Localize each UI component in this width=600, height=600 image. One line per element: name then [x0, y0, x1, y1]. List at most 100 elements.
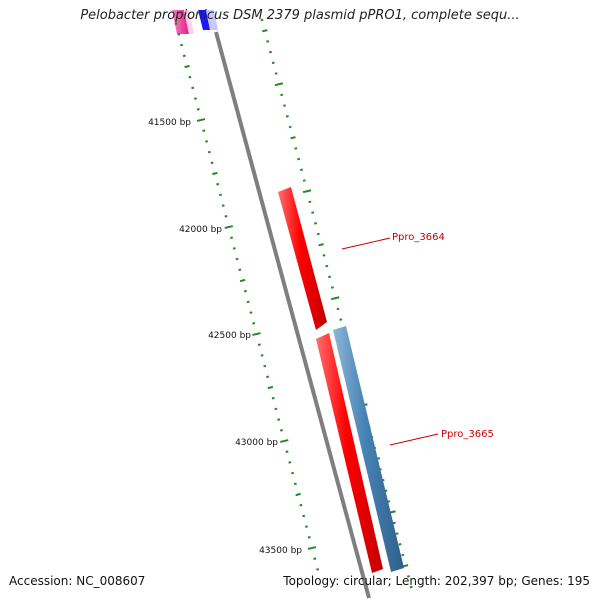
- ruler-outer-minor-tick: [280, 93, 284, 97]
- ruler-minor-tick: [182, 54, 186, 58]
- ruler-outer-minor-tick: [409, 585, 413, 589]
- ruler-outer-mid-tick: [402, 564, 409, 568]
- ruler-minor-tick: [291, 471, 295, 475]
- ruler-major-tick: [224, 225, 233, 229]
- plasmid-backbone: [214, 31, 371, 599]
- ruler-minor-tick: [221, 204, 225, 207]
- ruler-minor-tick: [263, 364, 267, 368]
- ruler-minor-tick: [218, 193, 222, 197]
- ruler-outer-mid-tick: [318, 243, 324, 247]
- ruler-outer-minor-tick: [260, 18, 264, 22]
- ruler-mid-tick: [239, 278, 246, 283]
- ruler-minor-tick: [216, 182, 220, 186]
- ruler-minor-tick: [202, 129, 206, 132]
- ruler-outer-minor-tick: [285, 115, 289, 118]
- ruler-outer-minor-tick: [297, 157, 301, 161]
- ruler-minor-tick: [316, 568, 320, 571]
- ruler-minor-tick: [177, 33, 181, 36]
- ruler-minor-tick: [238, 268, 242, 272]
- ruler-outer-minor-tick: [302, 179, 306, 182]
- ruler-position-label: 42500 bp: [208, 331, 251, 341]
- ruler-minor-tick: [313, 557, 317, 560]
- ruler-minor-tick: [285, 450, 289, 453]
- ruler-major-tick: [307, 546, 317, 550]
- ruler-outer-minor-tick: [336, 307, 340, 311]
- ruler-minor-tick: [174, 22, 178, 25]
- ruler-minor-tick: [299, 503, 303, 507]
- ruler-minor-tick: [235, 257, 239, 261]
- ruler-minor-tick: [246, 300, 250, 304]
- ruler-outer-mid-tick: [290, 136, 296, 140]
- ruler-minor-tick: [271, 396, 275, 400]
- ruler-position-label: 42000 bp: [179, 225, 222, 235]
- ruler-minor-tick: [188, 75, 192, 79]
- ruler-mid-tick: [267, 385, 274, 390]
- ruler-minor-tick: [230, 236, 234, 239]
- ruler-minor-tick: [277, 418, 281, 421]
- ruler-outer-minor-tick: [288, 125, 292, 129]
- ruler-minor-tick: [293, 482, 297, 486]
- accession-label: Accession: NC_008607: [9, 574, 146, 588]
- ruler-outer-minor-tick: [401, 553, 405, 557]
- ruler-outer-minor-tick: [268, 50, 272, 54]
- ruler-minor-tick: [252, 322, 256, 325]
- gene-label-leader-ppro-3664: [341, 237, 391, 250]
- ruler-outer-mid-tick: [262, 29, 268, 33]
- ruler-position-label: 43000 bp: [235, 438, 278, 448]
- ruler-minor-tick: [207, 150, 211, 154]
- ruler-mid-tick: [212, 171, 218, 176]
- ruler-minor-tick: [205, 140, 209, 143]
- ruler-minor-tick: [191, 86, 195, 90]
- gene-label-leader-ppro-3665: [389, 433, 439, 446]
- ruler-minor-tick: [274, 407, 278, 411]
- ruler-minor-tick: [193, 97, 197, 100]
- ruler-minor-tick: [243, 289, 247, 293]
- ruler-outer-minor-tick: [283, 104, 287, 107]
- position-ruler: 41500 bp 42000 bp 42500 bp 43000 bp 43500 bp: [148, 18, 413, 589]
- ruler-outer-major-tick: [330, 296, 340, 301]
- ruler-mid-tick: [184, 64, 190, 69]
- ruler-major-tick: [280, 439, 289, 443]
- ruler-minor-tick: [210, 161, 214, 165]
- ruler-outer-minor-tick: [314, 222, 317, 225]
- ruler-major-tick: [252, 332, 261, 336]
- ruler-minor-tick: [302, 514, 306, 518]
- ruler-outer-minor-tick: [328, 275, 332, 279]
- gene-label-ppro-3665[interactable]: Ppro_3665: [441, 429, 494, 440]
- ruler-minor-tick: [257, 343, 261, 346]
- ruler-minor-tick: [232, 247, 236, 250]
- ruler-outer-minor-tick: [274, 72, 278, 75]
- ruler-minor-tick: [307, 536, 311, 539]
- ruler-outer-major-tick: [274, 82, 284, 87]
- gene-label-ppro-3664[interactable]: Ppro_3664: [392, 232, 445, 243]
- ruler-minor-tick: [304, 525, 308, 528]
- ruler-minor-tick: [266, 375, 270, 379]
- ruler-major-tick: [196, 118, 206, 122]
- ruler-outer-minor-tick: [316, 232, 320, 236]
- ruler-outer-minor-tick: [322, 254, 326, 257]
- ruler-outer-minor-tick: [294, 147, 298, 150]
- ruler-position-label: 43500 bp: [259, 546, 302, 556]
- ruler-outer-minor-tick: [299, 168, 303, 172]
- ruler-outer-minor-tick: [406, 575, 410, 578]
- gene-arrow-ppro-3665[interactable]: [333, 326, 404, 572]
- ruler-minor-tick: [224, 215, 228, 218]
- ruler-outer-major-tick: [302, 189, 312, 194]
- ruler-outer-minor-tick: [398, 543, 402, 546]
- ruler-outer-minor-tick: [271, 61, 275, 65]
- topology-summary: Topology: circular; Length: 202,397 bp; …: [283, 574, 590, 588]
- ruler-outer-minor-tick: [325, 264, 329, 268]
- ruler-position-label: 41500 bp: [148, 118, 191, 128]
- gene-arrow-ppro-3664[interactable]: [278, 187, 383, 573]
- ruler-minor-tick: [279, 429, 283, 432]
- ruler-outer-minor-tick: [330, 286, 334, 289]
- ruler-outer-minor-tick: [266, 40, 270, 43]
- map-title: Pelobacter propionicus DSM 2379 plasmid …: [80, 8, 520, 23]
- ruler-outer-minor-tick: [308, 200, 312, 204]
- ruler-minor-tick: [196, 108, 200, 111]
- gene-feature-partial-top[interactable]: [172, 10, 218, 34]
- ruler-outer-minor-tick: [339, 318, 343, 321]
- ruler-outer-minor-tick: [395, 532, 399, 535]
